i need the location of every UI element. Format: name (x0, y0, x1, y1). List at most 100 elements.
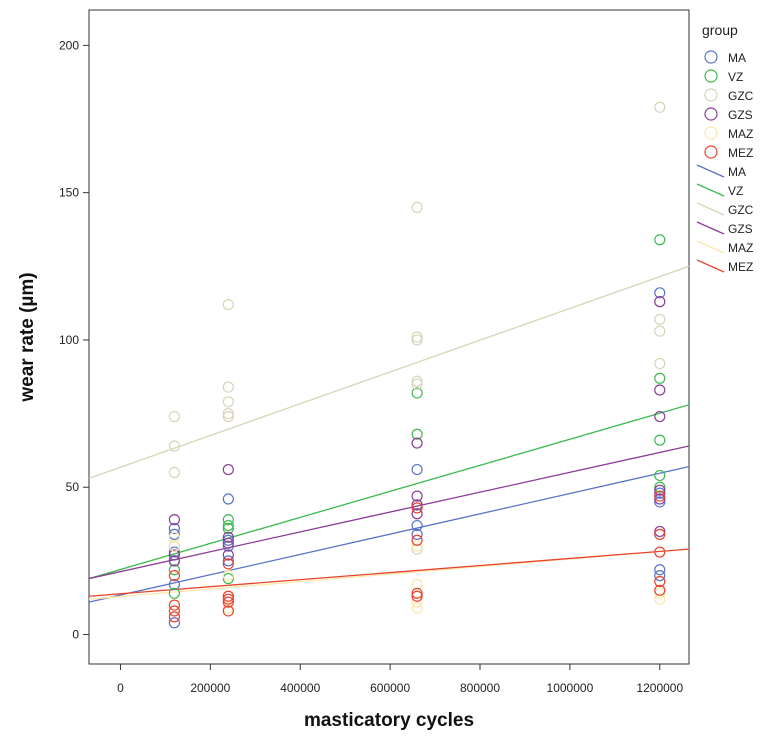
legend-line-label-maz: MAZ (728, 241, 753, 255)
data-point-maz (411, 602, 423, 614)
y-tick-label: 200 (59, 38, 79, 52)
legend-line-ma (696, 164, 725, 178)
data-point-vz (654, 481, 666, 493)
data-point-ma (654, 570, 666, 582)
data-point-vz (411, 387, 423, 399)
data-point-ma (222, 534, 234, 546)
data-point-gzc (222, 381, 234, 393)
data-point-maz (654, 593, 666, 605)
data-point-gzs (168, 549, 180, 561)
y-tick-label: 150 (59, 186, 79, 200)
data-point-gzs (654, 410, 666, 423)
data-point-vz (654, 434, 666, 446)
data-point-gzc (411, 331, 423, 343)
data-point-maz (168, 540, 180, 552)
data-point-mez (168, 599, 180, 611)
data-point-gzc (168, 440, 180, 452)
data-point-vz (222, 572, 234, 585)
plot-area (88, 9, 690, 665)
fit-lines (89, 265, 689, 603)
data-point-gzc (168, 410, 180, 423)
data-point-gzs (222, 537, 234, 549)
legend-line-label-mez: MEZ (728, 260, 753, 274)
data-point-ma (654, 487, 666, 499)
data-point-ma (654, 564, 666, 576)
data-point-mez (654, 584, 666, 596)
data-point-mez (411, 590, 423, 602)
data-point-vz (222, 519, 234, 532)
data-point-gzs (222, 549, 234, 561)
data-point-mez (222, 590, 234, 602)
legend-line-vz (696, 183, 725, 197)
data-point-ma (222, 540, 234, 552)
data-point-maz (222, 602, 234, 614)
data-point-ma (654, 287, 666, 299)
data-point-gzs (222, 463, 234, 476)
data-point-maz (411, 596, 423, 608)
data-point-gzc (168, 466, 180, 479)
x-tick-label: 1000000 (547, 681, 594, 695)
data-point-ma (411, 519, 423, 532)
x-axis-title: masticatory cycles (304, 710, 474, 731)
data-point-maz (411, 540, 423, 552)
data-point-maz (654, 587, 666, 599)
data-point-ma (411, 528, 423, 540)
data-point-gzs (411, 490, 423, 502)
legend-line-label-gzs: GZS (728, 222, 753, 236)
data-point-gzs (411, 499, 423, 511)
legend-title: group (702, 22, 738, 38)
data-point-gzc (222, 410, 234, 423)
legend-label-mez: MEZ (728, 146, 753, 160)
fit-line-mez (89, 548, 689, 597)
legend-label-vz: VZ (728, 70, 743, 84)
x-tick-label: 0 (117, 681, 124, 695)
data-point-mez (222, 596, 234, 608)
fit-line-gzc (89, 265, 689, 480)
legend-line-maz (696, 240, 725, 254)
x-tick-label: 600000 (370, 681, 410, 695)
data-point-maz (222, 570, 234, 582)
data-point-ma (168, 528, 180, 540)
legend-line-mez (696, 259, 725, 273)
data-point-gzc (654, 325, 666, 337)
legend-label-ma: MA (728, 51, 746, 65)
data-point-gzs (654, 296, 666, 308)
legend-marker-ma (704, 50, 718, 64)
x-tick-label: 800000 (460, 681, 500, 695)
data-point-mez (168, 611, 180, 623)
data-point-gzc (411, 201, 423, 213)
data-point-gzc (654, 313, 666, 325)
y-tick-label: 0 (72, 628, 79, 642)
data-point-gzs (654, 525, 666, 538)
data-point-gzs (168, 514, 180, 526)
data-point-vz (222, 522, 234, 535)
data-point-vz (222, 514, 234, 526)
legend-line-gzs (696, 221, 725, 235)
data-point-vz (411, 428, 423, 440)
data-point-vz (168, 587, 180, 599)
x-tick-label: 200000 (190, 681, 230, 695)
data-point-ma (222, 555, 234, 567)
legend-marker-vz (704, 69, 718, 83)
y-axis-title: wear rate (µm) (17, 272, 38, 402)
data-point-gzs (411, 508, 423, 520)
data-point-mez (654, 490, 666, 502)
legend-line-label-gzc: GZC (728, 203, 754, 217)
data-point-gzc (222, 396, 234, 408)
data-point-vz (654, 234, 666, 246)
legend-line-label-ma: MA (728, 165, 746, 179)
data-point-ma (168, 546, 180, 558)
data-point-gzc (654, 357, 666, 370)
data-point-mez (654, 528, 666, 540)
data-point-gzc (222, 407, 234, 420)
legend-marker-gzs (704, 107, 718, 121)
data-point-ma (654, 496, 666, 508)
x-tick-label: 400000 (280, 681, 320, 695)
data-point-mez (411, 587, 423, 599)
data-point-vz (168, 564, 180, 576)
data-point-ma (222, 493, 234, 505)
data-point-mez (411, 534, 423, 546)
data-point-gzs (222, 531, 234, 543)
data-point-maz (168, 531, 180, 543)
